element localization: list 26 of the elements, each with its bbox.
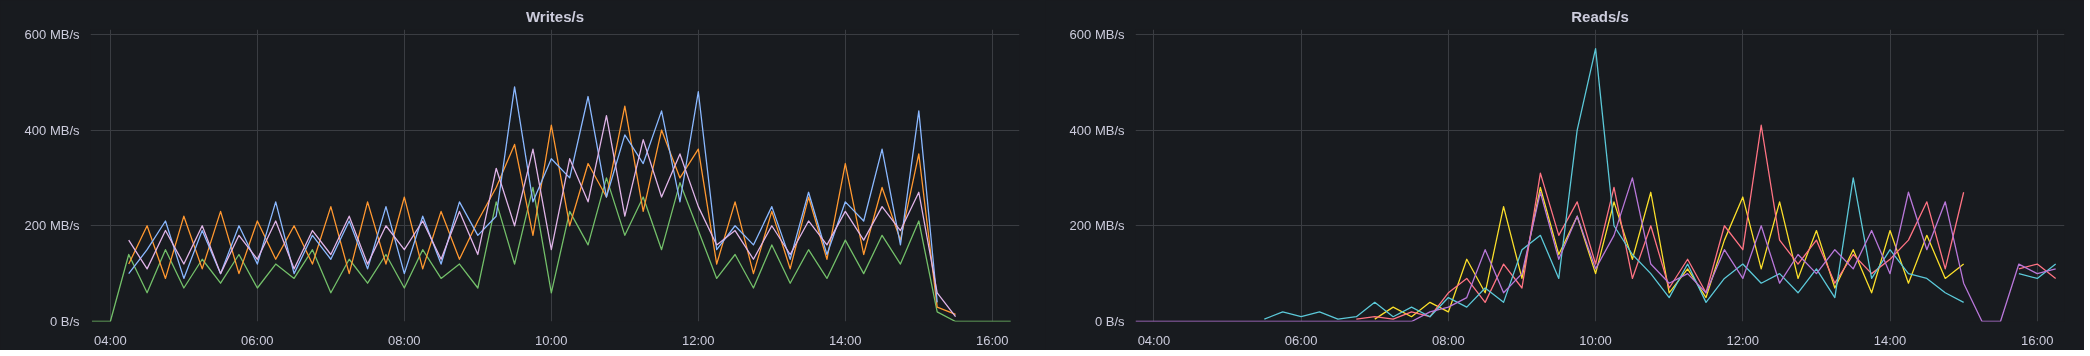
y-tick-label: 0 B/s (1094, 314, 1125, 329)
line-series (128, 86, 938, 303)
y-tick-label: 400 MB/s (1069, 122, 1125, 138)
x-tick-label: 06:00 (1284, 332, 1318, 348)
y-tick-label: 0 B/s (49, 314, 80, 329)
y-tick-label: 600 MB/s (1069, 26, 1125, 42)
x-tick-label: 12:00 (1726, 332, 1760, 348)
line-series (1374, 186, 1965, 320)
x-tick-label: 14:00 (1873, 332, 1907, 348)
x-tick-label: 10:00 (1579, 332, 1612, 348)
y-tick-label: 200 MB/s (1069, 218, 1125, 234)
y-tick-label: 200 MB/s (24, 218, 80, 234)
x-tick-label: 06:00 (241, 332, 274, 348)
chart-title: Reads/s (1571, 7, 1629, 25)
x-tick-label: 12:00 (682, 332, 715, 348)
x-tick-label: 04:00 (94, 332, 127, 348)
y-tick-label: 400 MB/s (24, 122, 80, 138)
chart-title: Writes/s (525, 7, 585, 25)
x-tick-label: 04:00 (1137, 332, 1171, 348)
x-tick-label: 14:00 (829, 332, 862, 348)
x-tick-label: 08:00 (1432, 332, 1465, 348)
x-tick-label: 16:00 (976, 332, 1009, 348)
x-tick-label: 08:00 (388, 332, 421, 348)
y-tick-label: 600 MB/s (24, 26, 80, 42)
x-tick-label: 10:00 (535, 332, 568, 348)
x-tick-label: 16:00 (2021, 332, 2054, 348)
